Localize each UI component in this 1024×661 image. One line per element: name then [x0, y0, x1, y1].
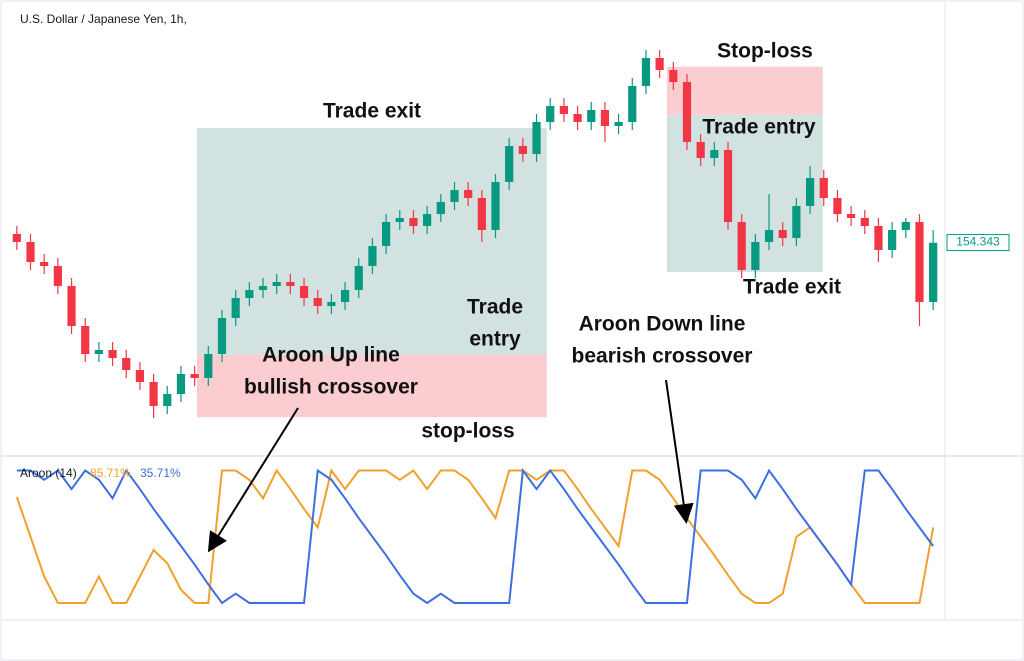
candle-body: [696, 142, 705, 158]
candle-body: [368, 246, 377, 266]
candle-body: [628, 86, 637, 122]
candle-body: [518, 146, 527, 154]
candle-body: [491, 182, 500, 230]
candle-body: [26, 242, 35, 262]
candle-body: [299, 286, 309, 298]
loss-zone: [666, 66, 823, 115]
candle-body: [135, 370, 145, 382]
loss-zone: [196, 354, 547, 418]
candle-body: [354, 266, 363, 290]
candle-body: [108, 350, 117, 358]
last-price-box: [946, 234, 1010, 252]
candle-body: [395, 218, 404, 222]
candle-body: [669, 70, 678, 82]
candle-body: [231, 298, 240, 318]
annotation: Aroon Up line: [262, 344, 400, 367]
candle-body: [190, 374, 199, 378]
candle-body: [778, 230, 787, 238]
candle-body: [94, 350, 103, 354]
candle-body: [614, 122, 623, 126]
candle-body: [245, 290, 254, 298]
annotation: Stop-loss: [717, 40, 813, 63]
candle-body: [313, 298, 322, 306]
annotation: bullish crossover: [244, 376, 418, 399]
candle-body: [792, 206, 801, 238]
arrow: [207, 407, 299, 553]
candle-body: [833, 198, 842, 214]
candle-body: [559, 106, 568, 114]
candle-body: [163, 394, 172, 406]
candle-body: [286, 282, 295, 286]
candle-body: [805, 178, 815, 206]
candle-body: [641, 58, 651, 86]
arrow: [665, 379, 694, 524]
candle-body: [532, 122, 541, 154]
candle-body: [874, 226, 883, 250]
candle-body: [751, 242, 760, 270]
candle-body: [272, 282, 281, 286]
candle-body: [682, 82, 692, 142]
last-price-label: 154.343: [956, 235, 1000, 249]
candle-body: [505, 146, 514, 182]
candle-body: [327, 302, 336, 306]
candle-body: [409, 218, 418, 226]
candle-body: [600, 110, 610, 126]
candle-body: [382, 222, 391, 246]
chart-title: U.S. Dollar / Japanese Yen, 1h,: [20, 12, 187, 26]
candle-body: [710, 150, 719, 158]
candle-body: [204, 354, 213, 378]
candle-body: [450, 190, 459, 202]
candle-body: [847, 214, 856, 218]
candle-body: [122, 358, 131, 370]
candle-body: [819, 178, 828, 198]
candle-body: [573, 114, 582, 122]
candle-body: [546, 106, 555, 122]
aroon-line: [15, 468, 935, 604]
candle-body: [423, 214, 432, 226]
candle-body: [655, 58, 664, 70]
candle-body: [915, 222, 924, 302]
indicator-value: 85.71%: [90, 466, 131, 480]
annotation: Trade exit: [743, 276, 841, 299]
candle-body: [149, 382, 158, 406]
candle-body: [901, 222, 910, 230]
candle-body: [477, 198, 486, 230]
indicator-label: Aroon (14): [20, 466, 77, 480]
candle-body: [176, 374, 186, 394]
candle-body: [860, 218, 869, 226]
indicator-value: 35.71%: [140, 466, 181, 480]
candle-body: [12, 234, 21, 242]
candle-body: [67, 286, 76, 326]
annotation: entry: [469, 328, 521, 351]
candle-body: [81, 326, 90, 354]
annotation: Trade: [467, 296, 523, 319]
candle-body: [40, 262, 49, 266]
candle-body: [764, 230, 774, 242]
candle-body: [258, 286, 268, 290]
candle-body: [53, 266, 62, 286]
candle-body: [888, 230, 897, 250]
candle-body: [737, 222, 746, 270]
candle-body: [436, 202, 445, 214]
candle-body: [723, 150, 733, 222]
annotation: Aroon Down line: [579, 313, 746, 336]
annotation: Trade exit: [323, 100, 421, 123]
annotation: bearish crossover: [572, 345, 753, 368]
candle-body: [587, 110, 596, 122]
annotation: stop-loss: [421, 420, 514, 443]
candle-body: [217, 318, 227, 354]
candle-body: [464, 190, 473, 198]
annotation: Trade entry: [702, 116, 816, 139]
aroon-line: [16, 467, 934, 605]
candle-body: [340, 290, 350, 302]
candle-body: [929, 242, 938, 302]
